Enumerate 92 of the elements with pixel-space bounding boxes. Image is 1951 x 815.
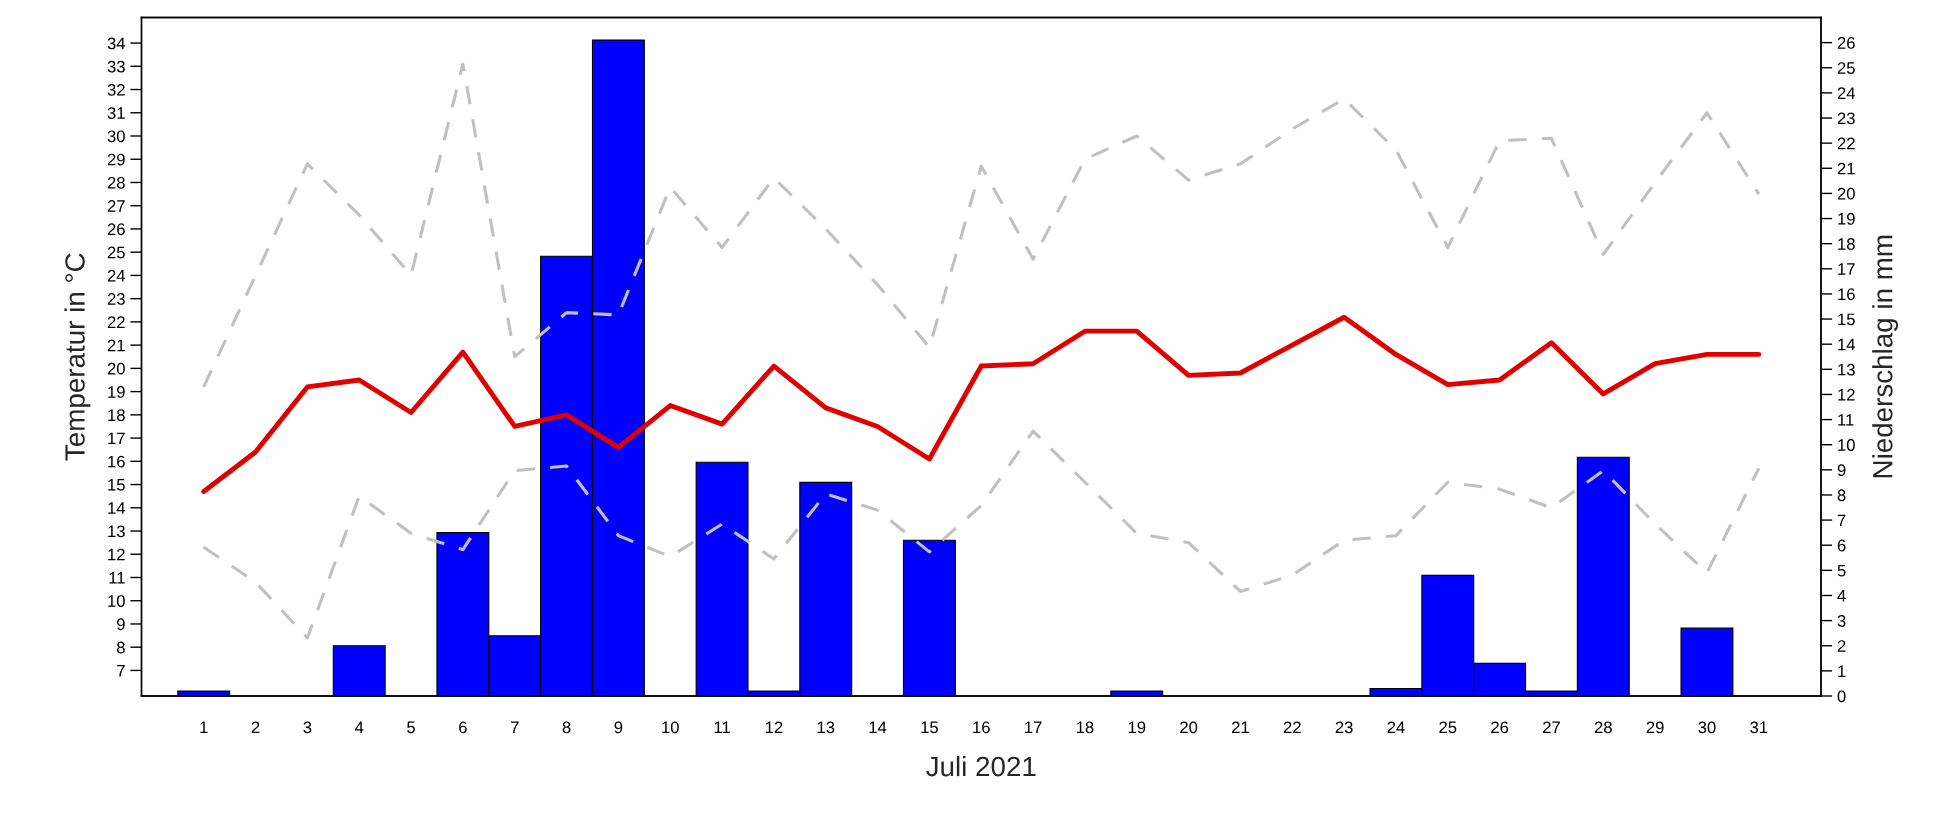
line-series — [202, 62, 1761, 389]
x-tick-label: 18 — [1076, 721, 1094, 734]
x-tick-label: 14 — [869, 721, 887, 734]
y-tick-label: 9 — [117, 618, 125, 631]
y-tick-label: 23 — [107, 293, 125, 305]
y-tick-label: 19 — [108, 386, 125, 398]
y2-tick-label: 22 — [1837, 137, 1855, 150]
x-tick-label: 20 — [1180, 721, 1198, 734]
y2-tick-label: 26 — [1837, 37, 1855, 49]
x-tick-label: 1 — [200, 721, 208, 734]
x-tick-label: 21 — [1232, 721, 1249, 734]
y-tick-label: 8 — [116, 641, 125, 654]
x-tick-label: 12 — [765, 721, 783, 734]
x-tick-label: 15 — [921, 721, 938, 734]
x-tick-label: 5 — [407, 721, 415, 734]
x-tick-label: 26 — [1491, 721, 1509, 734]
y-tick-label: 10 — [108, 595, 125, 607]
x-tick-label: 17 — [1025, 721, 1042, 734]
x-tick-label: 3 — [303, 721, 312, 734]
y2-tick-label: 11 — [1838, 414, 1854, 426]
y2-tick-label: 19 — [1838, 212, 1855, 225]
y-tick-label: 17 — [108, 432, 125, 445]
y2-tick-label: 8 — [1837, 489, 1846, 502]
y-tick-label: 21 — [107, 339, 125, 352]
y2-tick-label: 0 — [1837, 690, 1846, 703]
y2-tick-label: 3 — [1837, 615, 1846, 627]
y2-tick-label: 24 — [1837, 87, 1856, 99]
y-tick-label: 7 — [117, 665, 125, 677]
y-tick-label: 27 — [107, 200, 125, 212]
y2-tick-label: 7 — [1837, 514, 1846, 527]
y-tick-label: 29 — [107, 153, 125, 166]
y-tick-label: 28 — [107, 176, 125, 189]
x-tick-label: 31 — [1750, 721, 1768, 734]
y2-tick-label: 20 — [1837, 187, 1855, 200]
y-tick-label: 15 — [108, 479, 125, 491]
x-tick-label: 25 — [1439, 721, 1457, 734]
y-tick-label: 30 — [107, 130, 125, 143]
y-tick-label: 18 — [108, 409, 125, 422]
y2-axis-title: Niederschlag in mm — [1872, 235, 1899, 478]
y-tick-label: 20 — [107, 362, 125, 375]
x-tick-label: 6 — [459, 721, 467, 734]
y-tick-label: 34 — [107, 37, 126, 50]
y2-tick-label: 6 — [1837, 539, 1846, 552]
y2-tick-label: 21 — [1837, 162, 1855, 175]
y2-tick-label: 5 — [1837, 564, 1846, 577]
x-tick-label: 4 — [354, 721, 364, 734]
x-tick-label: 27 — [1543, 721, 1560, 734]
y2-tick-label: 1 — [1838, 665, 1846, 677]
y-tick-label: 11 — [109, 572, 125, 584]
y-tick-label: 31 — [107, 107, 125, 119]
y2-tick-label: 17 — [1838, 263, 1855, 275]
y-tick-label: 33 — [107, 60, 125, 73]
x-tick-label: 16 — [973, 721, 990, 734]
x-tick-label: 8 — [562, 721, 571, 734]
y2-tick-label: 4 — [1837, 590, 1846, 602]
y-axis-title: Temperatur in °C — [64, 253, 91, 461]
y2-tick-label: 23 — [1837, 112, 1855, 125]
y-tick-label: 22 — [107, 316, 125, 328]
y2-tick-label: 15 — [1838, 313, 1855, 326]
line-series — [202, 429, 1761, 640]
x-tick-label: 19 — [1128, 721, 1146, 734]
x-tick-label: 10 — [662, 721, 679, 734]
x-tick-label: 22 — [1283, 721, 1301, 734]
y-tick-label: 12 — [108, 548, 125, 561]
y2-tick-label: 9 — [1837, 464, 1846, 477]
y2-tick-label: 2 — [1837, 640, 1846, 652]
y2-tick-label: 13 — [1838, 363, 1855, 376]
y2-tick-label: 18 — [1838, 238, 1855, 250]
y2-tick-label: 16 — [1838, 288, 1855, 301]
y2-tick-label: 14 — [1838, 338, 1856, 351]
x-tick-label: 13 — [817, 721, 835, 734]
y-tick-label: 14 — [108, 502, 126, 514]
x-tick-label: 23 — [1335, 721, 1353, 734]
x-tick-label: 9 — [614, 721, 623, 734]
x-axis-title: Juli 2021 — [926, 755, 1036, 777]
y-tick-label: 13 — [108, 525, 125, 538]
x-tick-label: 7 — [510, 721, 519, 734]
y-tick-label: 32 — [107, 83, 125, 96]
y-tick-label: 16 — [108, 455, 125, 468]
x-tick-label: 2 — [251, 721, 260, 734]
y-tick-label: 26 — [107, 223, 125, 236]
x-tick-label: 29 — [1646, 721, 1664, 734]
y-tick-label: 25 — [107, 246, 125, 259]
x-tick-label: 30 — [1698, 721, 1716, 734]
y-tick-label: 24 — [107, 269, 126, 282]
y2-tick-label: 12 — [1838, 388, 1855, 401]
x-tick-label: 28 — [1594, 721, 1612, 734]
y2-tick-label: 25 — [1837, 62, 1855, 74]
line-series — [201, 314, 1762, 494]
x-tick-label: 24 — [1387, 721, 1405, 734]
x-tick-label: 11 — [714, 721, 730, 734]
y2-tick-label: 10 — [1838, 439, 1855, 451]
